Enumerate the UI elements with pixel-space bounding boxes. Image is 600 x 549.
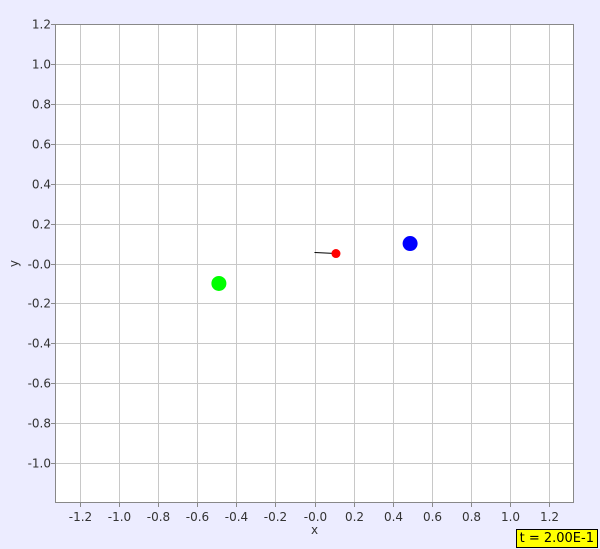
y-tick-label: 1.0 xyxy=(32,58,51,72)
x-tick-label: 0.8 xyxy=(462,510,481,524)
y-tick-label: -0.6 xyxy=(28,377,51,391)
x-tick-label: 1.2 xyxy=(540,510,559,524)
x-axis-title: x xyxy=(311,523,318,537)
particle-point xyxy=(402,236,418,252)
y-tick-label: 0.6 xyxy=(32,138,51,152)
y-tick-label: 0.4 xyxy=(32,178,51,192)
particle-point xyxy=(211,275,227,291)
x-tick-label: -0.8 xyxy=(147,510,170,524)
x-tick-label: 0.2 xyxy=(345,510,364,524)
plot-area xyxy=(55,24,574,503)
x-tick-label: 0.4 xyxy=(384,510,403,524)
x-tick-label: 1.0 xyxy=(501,510,520,524)
x-tick-label: -0.0 xyxy=(304,510,327,524)
x-tick-label: -1.0 xyxy=(108,510,131,524)
x-tick-label: -0.4 xyxy=(225,510,248,524)
tick-marks xyxy=(51,24,550,507)
y-tick-label: 1.2 xyxy=(32,18,51,32)
x-tick-label: -0.2 xyxy=(264,510,287,524)
tick-labels: -1.2 -1.0 -0.8 -0.6 -0.4 -0.2 -0.0 0.2 0.4 0.6 0.8… xyxy=(28,18,559,525)
x-tick-label: -1.2 xyxy=(69,510,92,524)
y-tick-label: -1.0 xyxy=(28,457,51,471)
particles xyxy=(211,236,418,291)
y-tick-label: 0.2 xyxy=(32,218,51,232)
x-tick-label: -0.6 xyxy=(186,510,209,524)
y-tick-label: -0.4 xyxy=(28,337,51,351)
y-tick-label: -0.2 xyxy=(28,297,51,311)
particle-point xyxy=(331,249,341,259)
plot-frame xyxy=(55,24,574,503)
x-tick-label: 0.6 xyxy=(423,510,442,524)
y-axis-title: y xyxy=(7,260,21,267)
y-tick-label: -0.0 xyxy=(28,258,51,272)
y-tick-label: 0.8 xyxy=(32,98,51,112)
y-tick-label: -0.8 xyxy=(28,417,51,431)
time-readout: t = 2.00E-1 xyxy=(515,529,598,548)
